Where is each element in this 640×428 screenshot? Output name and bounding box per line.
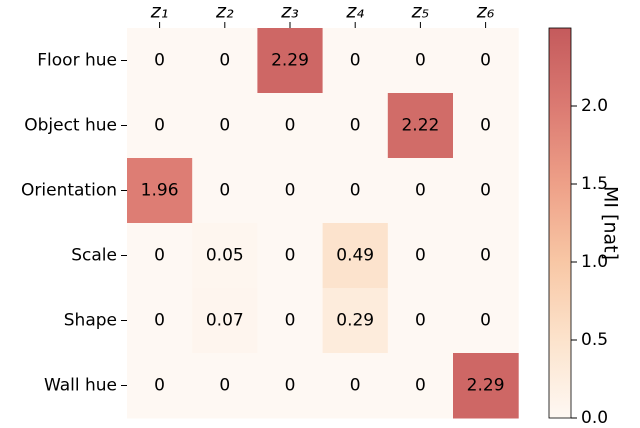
cell-value: 0 <box>154 376 165 396</box>
cell-value: 0 <box>415 51 426 71</box>
x-tick-label: z₅ <box>411 1 430 23</box>
cell-value: 0 <box>350 376 361 396</box>
heatmap-cell <box>453 93 519 159</box>
cell-value: 2.29 <box>467 376 505 396</box>
cell-value: 0 <box>350 51 361 71</box>
cell-value: 0 <box>350 181 361 201</box>
heatmap-cell <box>453 158 519 224</box>
heatmap-cell <box>453 28 519 94</box>
cell-value: 0 <box>285 246 296 266</box>
heatmap-cell <box>192 158 258 224</box>
heatmap-cell <box>322 223 389 289</box>
heatmap-cell <box>322 353 389 419</box>
cell-value: 0 <box>415 376 426 396</box>
heatmap-cell <box>387 353 454 419</box>
heatmap-cell <box>257 223 324 289</box>
heatmap-cell <box>127 223 193 289</box>
cell-value: 0 <box>154 116 165 136</box>
heatmap-cell <box>453 223 519 289</box>
heatmap-cell <box>387 223 454 289</box>
y-tick-label: Orientation <box>21 181 117 201</box>
heatmap-cell <box>192 353 258 419</box>
heatmap-cell <box>192 288 258 354</box>
colorbar <box>548 27 572 419</box>
heatmap-cell <box>127 158 193 224</box>
cell-value: 0.49 <box>336 246 374 266</box>
heatmap-cell <box>127 28 193 94</box>
heatmap-cell <box>387 158 454 224</box>
y-tick-label: Scale <box>71 246 117 266</box>
cell-value: 0 <box>285 181 296 201</box>
heatmap-cell <box>257 93 324 159</box>
heatmap-cell <box>192 28 258 94</box>
cell-value: 0 <box>480 181 491 201</box>
cell-value: 0.07 <box>206 311 244 331</box>
heatmap-cell <box>127 353 193 419</box>
cell-value: 0 <box>415 311 426 331</box>
heatmap-cell <box>387 93 454 159</box>
cell-value: 0 <box>285 116 296 136</box>
heatmap-cell <box>127 288 193 354</box>
y-tick-label: Wall hue <box>44 376 117 396</box>
colorbar-tick-label: 2.0 <box>581 96 608 116</box>
heatmap-cell <box>322 288 389 354</box>
y-tick-label: Shape <box>64 311 117 331</box>
heatmap-cell <box>257 158 324 224</box>
heatmap-cell <box>257 28 324 94</box>
x-tick-label: z₄ <box>345 1 364 23</box>
cell-value: 0 <box>480 51 491 71</box>
cell-value: 0 <box>154 246 165 266</box>
cell-value: 0 <box>415 181 426 201</box>
heatmap-cell <box>322 158 389 224</box>
x-tick-label: z₁ <box>150 1 169 23</box>
cell-value: 0 <box>219 181 230 201</box>
heatmap-cell <box>257 288 324 354</box>
cell-value: 1.96 <box>141 181 179 201</box>
x-tick-label: z₂ <box>215 1 234 23</box>
cell-value: 0 <box>219 51 230 71</box>
x-tick-label: z₆ <box>476 1 495 23</box>
y-tick-label: Floor hue <box>37 51 117 71</box>
cell-value: 0 <box>285 311 296 331</box>
cell-value: 0.05 <box>206 246 244 266</box>
colorbar-tick-label: 0.0 <box>581 408 608 428</box>
cell-value: 0 <box>480 116 491 136</box>
cell-value: 2.29 <box>271 51 309 71</box>
heatmap-cell <box>387 288 454 354</box>
cell-value: 0 <box>154 51 165 71</box>
heatmap-cell <box>453 288 519 354</box>
heatmap-cell <box>387 28 454 94</box>
colorbar-tick-label: 0.5 <box>581 330 608 350</box>
heatmap-cell <box>192 93 258 159</box>
cell-value: 0 <box>415 246 426 266</box>
cell-value: 0 <box>480 311 491 331</box>
x-tick-label: z₃ <box>280 1 299 23</box>
colorbar-tick-label: 1.5 <box>581 174 608 194</box>
heatmap-cell <box>192 223 258 289</box>
heatmap-cell <box>257 353 324 419</box>
cell-value: 0 <box>219 116 230 136</box>
heatmap-cell <box>453 353 519 419</box>
heatmap-cell <box>127 93 193 159</box>
colorbar-label: MI [nat] <box>600 186 622 260</box>
cell-value: 0 <box>154 311 165 331</box>
cell-value: 2.22 <box>401 116 439 136</box>
cell-value: 0 <box>350 116 361 136</box>
cell-value: 0 <box>480 246 491 266</box>
cell-value: 0 <box>285 376 296 396</box>
cell-value: 0.29 <box>336 311 374 331</box>
heatmap-cell <box>322 28 389 94</box>
heatmap-cell <box>322 93 389 159</box>
colorbar-tick-label: 1.0 <box>581 252 608 272</box>
y-tick-label: Object hue <box>24 116 117 136</box>
cell-value: 0 <box>219 376 230 396</box>
